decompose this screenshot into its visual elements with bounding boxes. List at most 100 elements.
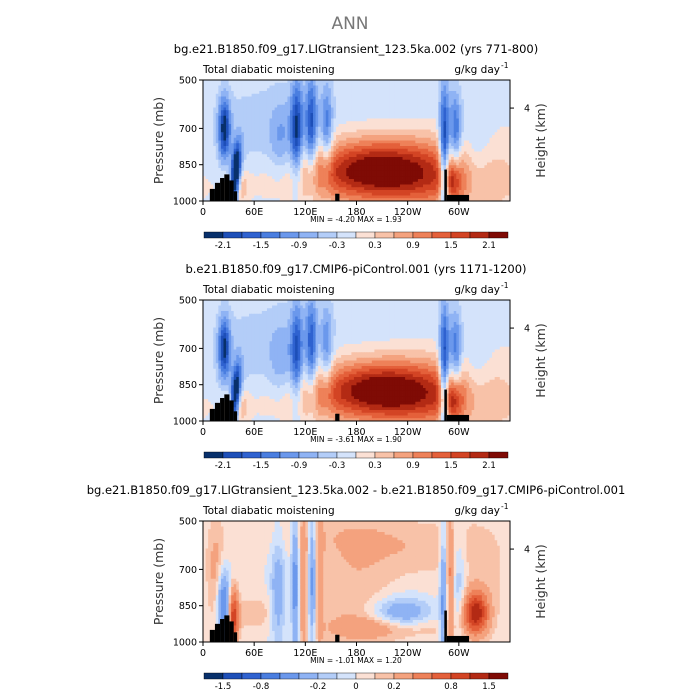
heatmap-cell — [356, 176, 360, 180]
heatmap-cell — [435, 181, 439, 185]
heatmap-cell — [231, 148, 235, 152]
heatmap-cell — [277, 115, 281, 119]
heatmap-cell — [369, 107, 373, 111]
heatmap-cell — [261, 104, 265, 108]
heatmap-cell — [369, 162, 373, 166]
heatmap-cell — [297, 173, 301, 177]
heatmap-cell — [338, 151, 342, 155]
heatmap-cell — [361, 85, 365, 89]
heatmap-cell — [492, 115, 496, 119]
heatmap-cell — [203, 140, 206, 144]
heatmap-cell — [489, 170, 493, 174]
heatmap-cell — [453, 157, 457, 161]
heatmap-cell — [397, 159, 401, 163]
heatmap-cell — [359, 151, 363, 155]
heatmap-cell — [463, 190, 467, 194]
heatmap-cell — [279, 179, 283, 183]
heatmap-cell — [461, 113, 465, 117]
heatmap-cell — [435, 126, 439, 130]
heatmap-cell — [203, 143, 206, 147]
heatmap-cell — [302, 165, 306, 169]
heatmap-cell — [497, 165, 501, 169]
heatmap-cell — [359, 91, 363, 95]
heatmap-cell — [486, 135, 490, 139]
heatmap-cell — [369, 179, 373, 183]
heatmap-cell — [379, 135, 383, 139]
heatmap-cell — [220, 148, 224, 152]
heatmap-cell — [256, 157, 260, 161]
heatmap-cell — [295, 190, 299, 194]
heatmap-cell — [361, 96, 365, 100]
heatmap-cell — [394, 170, 398, 174]
heatmap-cell — [205, 80, 209, 84]
heatmap-cell — [376, 181, 380, 185]
heatmap-cell — [338, 99, 342, 103]
heatmap-cell — [243, 91, 247, 95]
heatmap-cell — [466, 104, 470, 108]
heatmap-cell — [371, 159, 375, 163]
heatmap-cell — [364, 110, 368, 114]
heatmap-cell — [384, 96, 388, 100]
heatmap-cell — [486, 137, 490, 141]
heatmap-cell — [438, 82, 442, 86]
heatmap-cell — [282, 173, 286, 177]
heatmap-cell — [243, 129, 247, 133]
heatmap-cell — [430, 129, 434, 133]
heatmap-cell — [228, 154, 232, 158]
heatmap-cell — [256, 96, 260, 100]
heatmap-cell — [481, 157, 485, 161]
heatmap-cell — [226, 170, 229, 174]
heatmap-cell — [484, 110, 488, 114]
heatmap-cell — [458, 88, 462, 92]
heatmap-cell — [210, 115, 214, 119]
heatmap-cell — [502, 181, 506, 185]
heatmap-cell — [497, 137, 501, 141]
heatmap-cell — [289, 115, 293, 119]
heatmap-cell — [236, 137, 240, 141]
heatmap-cell — [297, 154, 301, 158]
heatmap-cell — [215, 173, 219, 177]
heatmap-cell — [425, 82, 429, 86]
heatmap-cell — [233, 93, 237, 97]
heatmap-cell — [494, 82, 498, 86]
heatmap-cell — [412, 146, 416, 150]
heatmap-cell — [497, 176, 501, 180]
heatmap-cell — [305, 121, 309, 125]
heatmap-cell — [259, 146, 263, 150]
heatmap-cell — [274, 80, 278, 84]
heatmap-cell — [277, 126, 281, 130]
heatmap-cell — [256, 176, 260, 180]
heatmap-cell — [494, 187, 498, 191]
heatmap-cell — [476, 162, 480, 166]
heatmap-cell — [215, 170, 219, 174]
heatmap-cell — [241, 179, 245, 183]
heatmap-cell — [251, 110, 255, 114]
heatmap-cell — [279, 93, 283, 97]
heatmap-cell — [499, 121, 503, 125]
heatmap-cell — [466, 126, 470, 130]
heatmap-cell — [479, 118, 483, 122]
heatmap-cell — [284, 181, 288, 185]
heatmap-cell — [440, 151, 444, 155]
heatmap-cell — [249, 85, 253, 89]
heatmap-cell — [384, 129, 388, 133]
heatmap-cell — [264, 93, 268, 97]
heatmap-cell — [481, 91, 485, 95]
heatmap-cell — [366, 190, 370, 194]
heatmap-cell — [476, 104, 480, 108]
heatmap-cell — [315, 96, 319, 100]
heatmap-cell — [410, 179, 414, 183]
heatmap-cell — [269, 85, 273, 89]
heatmap-cell — [284, 168, 288, 172]
heatmap-cell — [497, 146, 501, 150]
heatmap-cell — [346, 176, 350, 180]
heatmap-cell — [277, 110, 281, 114]
heatmap-cell — [287, 190, 291, 194]
heatmap-cell — [407, 181, 411, 185]
heatmap-cell — [318, 157, 322, 161]
heatmap-cell — [410, 91, 414, 95]
heatmap-cell — [254, 80, 258, 84]
heatmap-cell — [266, 88, 270, 92]
heatmap-cell — [287, 132, 291, 136]
heatmap-cell — [315, 143, 319, 147]
